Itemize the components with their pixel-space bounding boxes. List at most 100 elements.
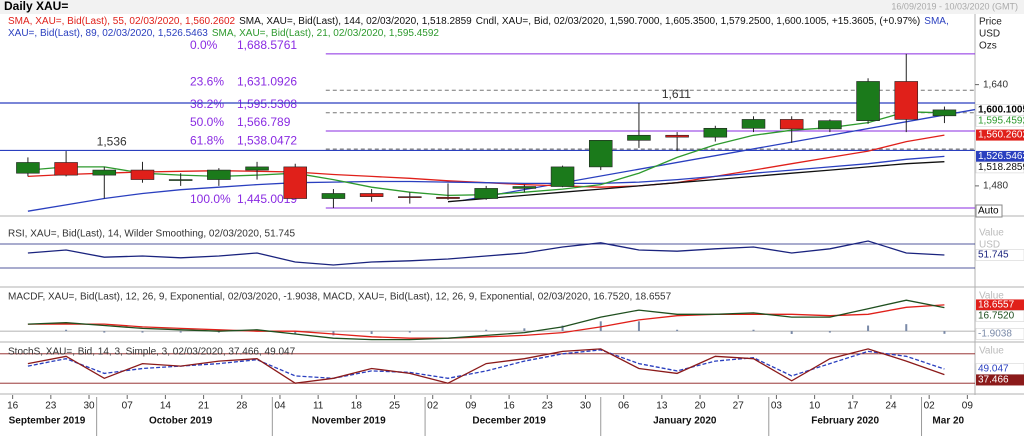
axis-label: Value: [979, 291, 1004, 302]
x-tick-label: 30: [83, 401, 95, 412]
value-label-box: [976, 150, 1024, 162]
histogram-bar: [256, 329, 259, 332]
value-label-box: [975, 115, 1024, 127]
x-group-label: December 2019: [472, 416, 546, 427]
candle-body: [359, 193, 384, 197]
x-axis-bg: [0, 395, 1024, 436]
histogram-bar: [828, 331, 831, 333]
histogram-bar: [370, 331, 373, 334]
value-label: 51.745: [978, 250, 1009, 261]
x-group-label: November 2019: [312, 416, 386, 427]
x-group-label: February 2020: [811, 416, 879, 427]
value-label: 16.7520: [978, 311, 1015, 322]
value-label-box: [975, 161, 1024, 174]
histogram-bar: [523, 328, 526, 332]
fib-pct: 61.8%: [190, 133, 224, 147]
histogram-bar: [408, 331, 411, 333]
legend-entry: SMA, XAU=, Bid(Last), 55, 02/03/2020, 1,…: [8, 16, 236, 27]
panel-title: StochS, XAU=, Bid, 14, 3, Simple, 3, 02/…: [8, 347, 296, 358]
candle-body: [627, 134, 651, 141]
axis-label: Ozs: [979, 41, 997, 52]
series-line: [27, 299, 945, 341]
value-label-box: [975, 328, 1024, 340]
x-tick-label: 23: [542, 401, 554, 412]
candle-body: [779, 119, 804, 130]
histogram-bar: [752, 329, 755, 332]
histogram-bar: [790, 331, 793, 334]
y-tick-label: 1,640: [983, 79, 1008, 90]
fib-price: 1,631.0926: [237, 74, 297, 88]
series-line: [447, 161, 945, 203]
trend-line: [463, 108, 976, 202]
value-label-box: [976, 129, 1024, 141]
value-label: 1,595.4592: [978, 116, 1024, 127]
candle-body: [283, 166, 307, 199]
value-label: 1,518.2859: [978, 162, 1024, 173]
value-label-box: [976, 299, 1024, 311]
candle-body: [207, 169, 231, 180]
histogram-bar: [103, 331, 106, 333]
fib-price: 1,445.0019: [237, 192, 297, 206]
x-group-label: January 2020: [653, 416, 717, 427]
candle-body: [54, 162, 78, 176]
histogram-bar: [905, 324, 908, 332]
support-label: 1,611: [662, 87, 691, 101]
x-tick-label: 28: [236, 401, 248, 412]
value-label: 1,560.2602: [978, 130, 1024, 141]
x-tick-label: 18: [351, 401, 363, 412]
x-group-label: Mar 20: [932, 416, 964, 427]
fib-pct: 50.0%: [190, 115, 224, 129]
series-line: [27, 155, 945, 212]
candle-body: [168, 179, 193, 181]
scale-button: [975, 204, 1003, 218]
candle-body: [474, 188, 498, 199]
x-tick-label: 03: [771, 401, 783, 412]
x-tick-label: 16: [7, 401, 19, 412]
value-label: 49.047: [978, 364, 1009, 375]
x-tick-label: 23: [45, 401, 57, 412]
value-label-box: [975, 249, 1024, 261]
candle-body: [741, 119, 766, 129]
title-bar: [0, 0, 1024, 14]
candle-body: [92, 169, 117, 176]
legend-entry: SMA, XAU=, Bid(Last), 144, 02/03/2020, 1…: [239, 16, 472, 27]
fib-price: 1,538.0472: [237, 133, 297, 147]
candle-body: [665, 134, 689, 138]
x-tick-label: 17: [847, 401, 859, 412]
x-tick-label: 06: [618, 401, 630, 412]
axis-label: Value: [979, 228, 1004, 239]
x-tick-label: 30: [580, 401, 592, 412]
fib-price: 1,566.789: [237, 115, 291, 129]
candle-body: [818, 120, 842, 130]
value-label: 37.466: [978, 375, 1009, 386]
panel-title: MACDF, XAU=, Bid(Last), 12, 26, 9, Expon…: [8, 292, 672, 303]
histogram-bar: [561, 325, 564, 332]
legend-entry: SMA, XAU=, Bid(Last), 21, 02/03/2020, 1,…: [211, 28, 439, 39]
x-tick-label: 16: [504, 401, 516, 412]
x-group-label: October 2019: [149, 416, 213, 427]
candle-body: [245, 166, 269, 171]
fib-pct: 0.0%: [190, 38, 218, 52]
y-tick-label: 1,480: [983, 181, 1008, 192]
histogram-bar: [141, 331, 144, 333]
series-line: [27, 240, 945, 266]
value-label-box: [976, 374, 1024, 386]
candle-body: [436, 196, 460, 199]
candle-body: [130, 169, 155, 180]
x-tick-label: 07: [122, 401, 134, 412]
x-tick-label: 21: [198, 401, 210, 412]
x-tick-label: 10: [809, 401, 821, 412]
x-tick-label: 14: [160, 401, 172, 412]
candle-body: [856, 81, 880, 121]
x-tick-label: 09: [465, 401, 477, 412]
value-label: 18.6557: [978, 300, 1015, 311]
candle-body: [398, 196, 422, 198]
candle-body: [932, 109, 957, 117]
series-line: [27, 348, 945, 384]
candle-body: [703, 127, 728, 138]
fib-pct: 23.6%: [190, 74, 224, 88]
histogram-bar: [217, 331, 220, 333]
x-tick-label: 24: [885, 401, 897, 412]
legend: SMA, XAU=, Bid(Last), 55, 02/03/2020, 1,…: [8, 16, 968, 40]
